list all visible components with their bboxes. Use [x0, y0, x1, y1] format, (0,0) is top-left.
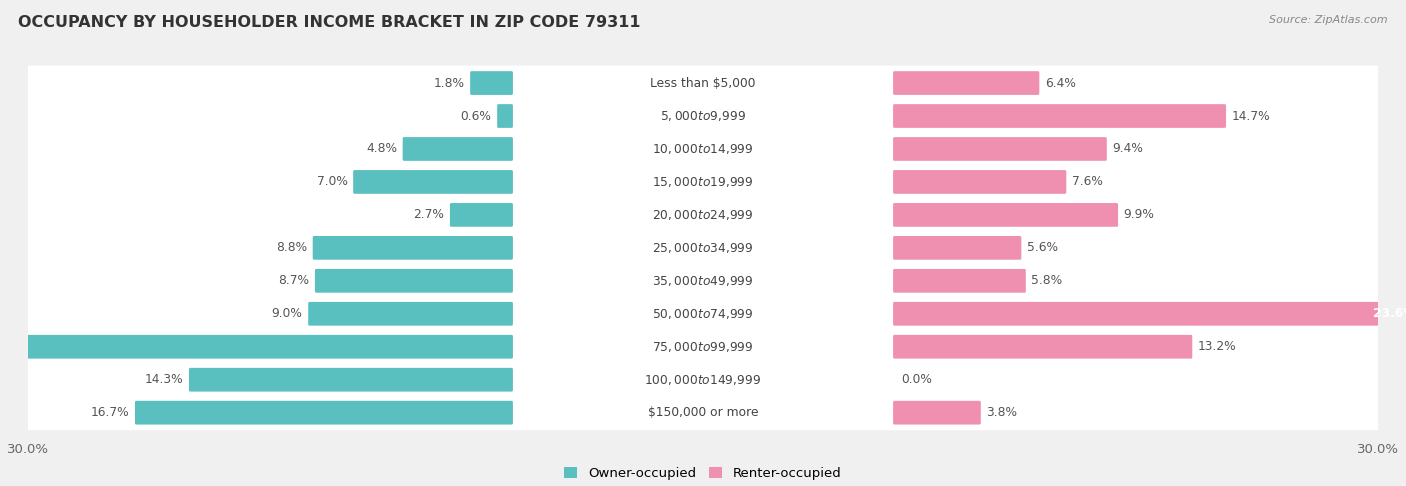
- Text: 14.7%: 14.7%: [1232, 109, 1270, 122]
- Text: 7.6%: 7.6%: [1071, 175, 1102, 189]
- FancyBboxPatch shape: [498, 104, 513, 128]
- FancyBboxPatch shape: [27, 230, 1379, 265]
- FancyBboxPatch shape: [893, 236, 1021, 260]
- FancyBboxPatch shape: [27, 66, 1379, 101]
- Text: $75,000 to $99,999: $75,000 to $99,999: [652, 340, 754, 354]
- FancyBboxPatch shape: [188, 368, 513, 392]
- Text: 4.8%: 4.8%: [366, 142, 396, 156]
- FancyBboxPatch shape: [27, 197, 1379, 232]
- Text: 5.8%: 5.8%: [1032, 274, 1063, 287]
- Text: 9.4%: 9.4%: [1112, 142, 1143, 156]
- Legend: Owner-occupied, Renter-occupied: Owner-occupied, Renter-occupied: [564, 467, 842, 480]
- FancyBboxPatch shape: [135, 401, 513, 425]
- Text: $5,000 to $9,999: $5,000 to $9,999: [659, 109, 747, 123]
- Text: 5.6%: 5.6%: [1026, 242, 1057, 254]
- FancyBboxPatch shape: [893, 335, 1192, 359]
- Text: $35,000 to $49,999: $35,000 to $49,999: [652, 274, 754, 288]
- Text: 0.6%: 0.6%: [461, 109, 492, 122]
- FancyBboxPatch shape: [27, 296, 1379, 331]
- Text: $15,000 to $19,999: $15,000 to $19,999: [652, 175, 754, 189]
- FancyBboxPatch shape: [893, 137, 1107, 161]
- FancyBboxPatch shape: [893, 203, 1118, 227]
- Text: 7.0%: 7.0%: [316, 175, 347, 189]
- Text: 14.3%: 14.3%: [145, 373, 183, 386]
- Text: 9.9%: 9.9%: [1123, 208, 1154, 222]
- FancyBboxPatch shape: [893, 170, 1066, 194]
- Text: 8.7%: 8.7%: [278, 274, 309, 287]
- FancyBboxPatch shape: [27, 164, 1379, 199]
- FancyBboxPatch shape: [27, 132, 1379, 166]
- FancyBboxPatch shape: [893, 104, 1226, 128]
- Text: 6.4%: 6.4%: [1045, 76, 1076, 89]
- Text: OCCUPANCY BY HOUSEHOLDER INCOME BRACKET IN ZIP CODE 79311: OCCUPANCY BY HOUSEHOLDER INCOME BRACKET …: [18, 15, 641, 30]
- Text: $25,000 to $34,999: $25,000 to $34,999: [652, 241, 754, 255]
- Text: Source: ZipAtlas.com: Source: ZipAtlas.com: [1270, 15, 1388, 25]
- Text: 8.8%: 8.8%: [276, 242, 307, 254]
- FancyBboxPatch shape: [308, 302, 513, 326]
- Text: $20,000 to $24,999: $20,000 to $24,999: [652, 208, 754, 222]
- Text: $100,000 to $149,999: $100,000 to $149,999: [644, 373, 762, 387]
- Text: 16.7%: 16.7%: [91, 406, 129, 419]
- FancyBboxPatch shape: [27, 263, 1379, 298]
- FancyBboxPatch shape: [893, 401, 981, 425]
- FancyBboxPatch shape: [470, 71, 513, 95]
- FancyBboxPatch shape: [450, 203, 513, 227]
- FancyBboxPatch shape: [315, 269, 513, 293]
- FancyBboxPatch shape: [27, 362, 1379, 397]
- Text: 9.0%: 9.0%: [271, 307, 302, 320]
- Text: $50,000 to $74,999: $50,000 to $74,999: [652, 307, 754, 321]
- FancyBboxPatch shape: [0, 335, 513, 359]
- FancyBboxPatch shape: [353, 170, 513, 194]
- Text: 0.0%: 0.0%: [901, 373, 932, 386]
- FancyBboxPatch shape: [27, 99, 1379, 134]
- Text: 3.8%: 3.8%: [987, 406, 1018, 419]
- Text: Less than $5,000: Less than $5,000: [650, 76, 756, 89]
- Text: $150,000 or more: $150,000 or more: [648, 406, 758, 419]
- Text: $10,000 to $14,999: $10,000 to $14,999: [652, 142, 754, 156]
- Text: 13.2%: 13.2%: [1198, 340, 1236, 353]
- FancyBboxPatch shape: [893, 71, 1039, 95]
- FancyBboxPatch shape: [27, 330, 1379, 364]
- FancyBboxPatch shape: [893, 302, 1406, 326]
- Text: 23.6%: 23.6%: [1374, 307, 1406, 320]
- FancyBboxPatch shape: [402, 137, 513, 161]
- FancyBboxPatch shape: [893, 269, 1026, 293]
- Text: 2.7%: 2.7%: [413, 208, 444, 222]
- FancyBboxPatch shape: [27, 395, 1379, 430]
- Text: 1.8%: 1.8%: [433, 76, 464, 89]
- FancyBboxPatch shape: [312, 236, 513, 260]
